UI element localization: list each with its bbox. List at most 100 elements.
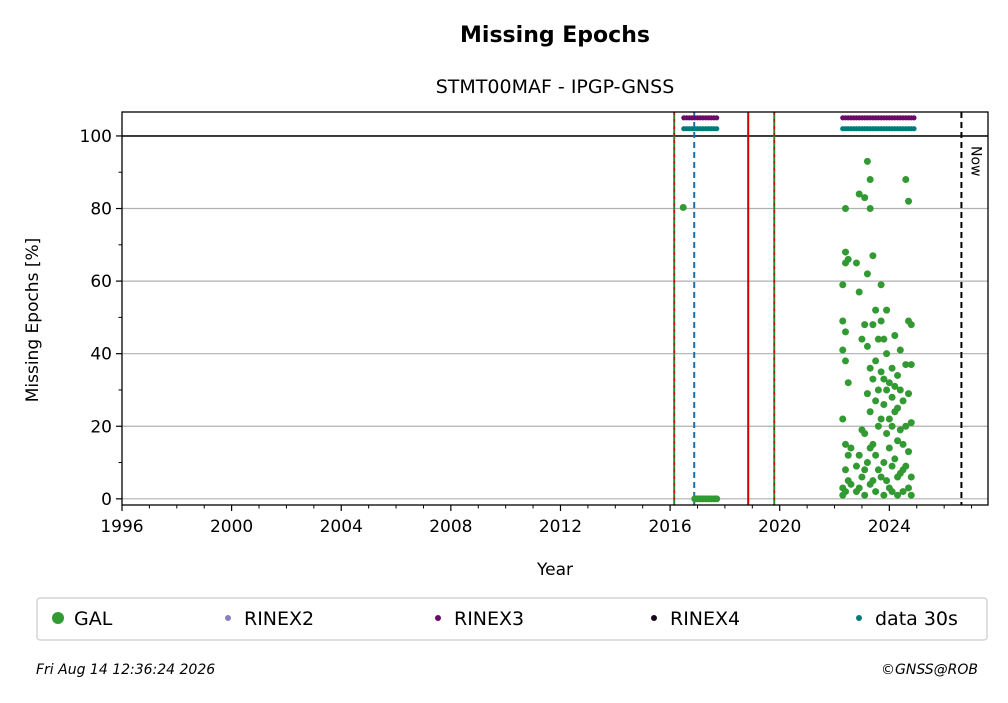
legend-marker	[651, 615, 657, 621]
point	[905, 448, 913, 456]
point	[880, 491, 888, 499]
point	[679, 203, 687, 211]
y-tick-label: 80	[90, 200, 112, 220]
y-axis-label: Missing Epochs [%]	[23, 238, 43, 403]
point	[888, 422, 896, 430]
legend-label: data 30s	[875, 608, 958, 630]
legend-label: RINEX4	[670, 608, 740, 630]
point	[905, 390, 913, 398]
credit: ©GNSS@ROB	[881, 662, 978, 678]
point	[894, 437, 902, 445]
y-tick-label: 40	[90, 345, 112, 365]
point	[855, 190, 863, 198]
point	[839, 415, 847, 423]
point	[896, 426, 904, 434]
point	[863, 459, 871, 467]
event-label: Now	[967, 146, 983, 177]
y-tick-label: 0	[101, 490, 112, 510]
point	[885, 379, 893, 387]
point	[896, 386, 904, 394]
point	[905, 197, 913, 205]
point	[902, 462, 910, 470]
point	[869, 477, 877, 485]
point	[841, 488, 849, 496]
point	[861, 321, 869, 329]
point	[874, 422, 882, 430]
point	[899, 397, 907, 405]
point	[866, 175, 874, 183]
point	[911, 126, 917, 132]
point	[841, 466, 849, 474]
point	[869, 252, 877, 260]
point	[866, 364, 874, 372]
y-tick-label: 20	[90, 417, 112, 437]
point	[885, 444, 893, 452]
point	[855, 451, 863, 459]
point	[896, 346, 904, 354]
point	[841, 440, 849, 448]
point	[863, 342, 871, 350]
point	[880, 375, 888, 383]
point	[888, 364, 896, 372]
point	[883, 306, 891, 314]
point	[894, 404, 902, 412]
point	[877, 368, 885, 376]
point	[883, 350, 891, 358]
point	[872, 306, 880, 314]
legend-label: RINEX2	[244, 608, 314, 630]
point	[888, 462, 896, 470]
point	[872, 397, 880, 405]
point	[844, 255, 852, 263]
point	[858, 473, 866, 481]
point	[852, 259, 860, 267]
point	[855, 288, 863, 296]
point	[902, 422, 910, 430]
point	[883, 430, 891, 438]
point	[839, 281, 847, 289]
point	[880, 400, 888, 408]
point	[839, 317, 847, 325]
point	[902, 175, 910, 183]
point	[880, 459, 888, 467]
x-tick-label: 2004	[320, 517, 363, 537]
point	[874, 335, 882, 343]
point	[858, 335, 866, 343]
point	[891, 455, 899, 463]
point	[714, 115, 720, 121]
point	[839, 346, 847, 354]
point	[852, 462, 860, 470]
point	[847, 480, 855, 488]
x-tick-label: 1996	[100, 517, 143, 537]
point	[841, 357, 849, 365]
point	[883, 386, 891, 394]
point	[894, 491, 902, 499]
legend-marker	[52, 612, 64, 624]
point	[899, 440, 907, 448]
legend-marker	[856, 615, 862, 621]
x-axis-label: Year	[536, 560, 573, 580]
timestamp: Fri Aug 14 12:36:24 2026	[36, 662, 215, 678]
legend-marker	[225, 615, 231, 621]
point	[841, 248, 849, 256]
point	[861, 430, 869, 438]
legend-marker	[435, 615, 441, 621]
point	[877, 281, 885, 289]
point	[885, 415, 893, 423]
point	[894, 371, 902, 379]
point	[888, 488, 896, 496]
point	[866, 408, 874, 416]
point	[872, 451, 880, 459]
point	[866, 205, 874, 213]
plot-frame	[121, 111, 989, 506]
x-tick-label: 2020	[758, 517, 801, 537]
point	[891, 332, 899, 340]
point	[863, 270, 871, 278]
x-tick-label: 2012	[539, 517, 582, 537]
point	[869, 375, 877, 383]
point	[713, 495, 721, 503]
point	[874, 386, 882, 394]
point	[911, 115, 917, 121]
chart-subtitle: STMT00MAF - IPGP-GNSS	[436, 76, 675, 98]
point	[869, 440, 877, 448]
